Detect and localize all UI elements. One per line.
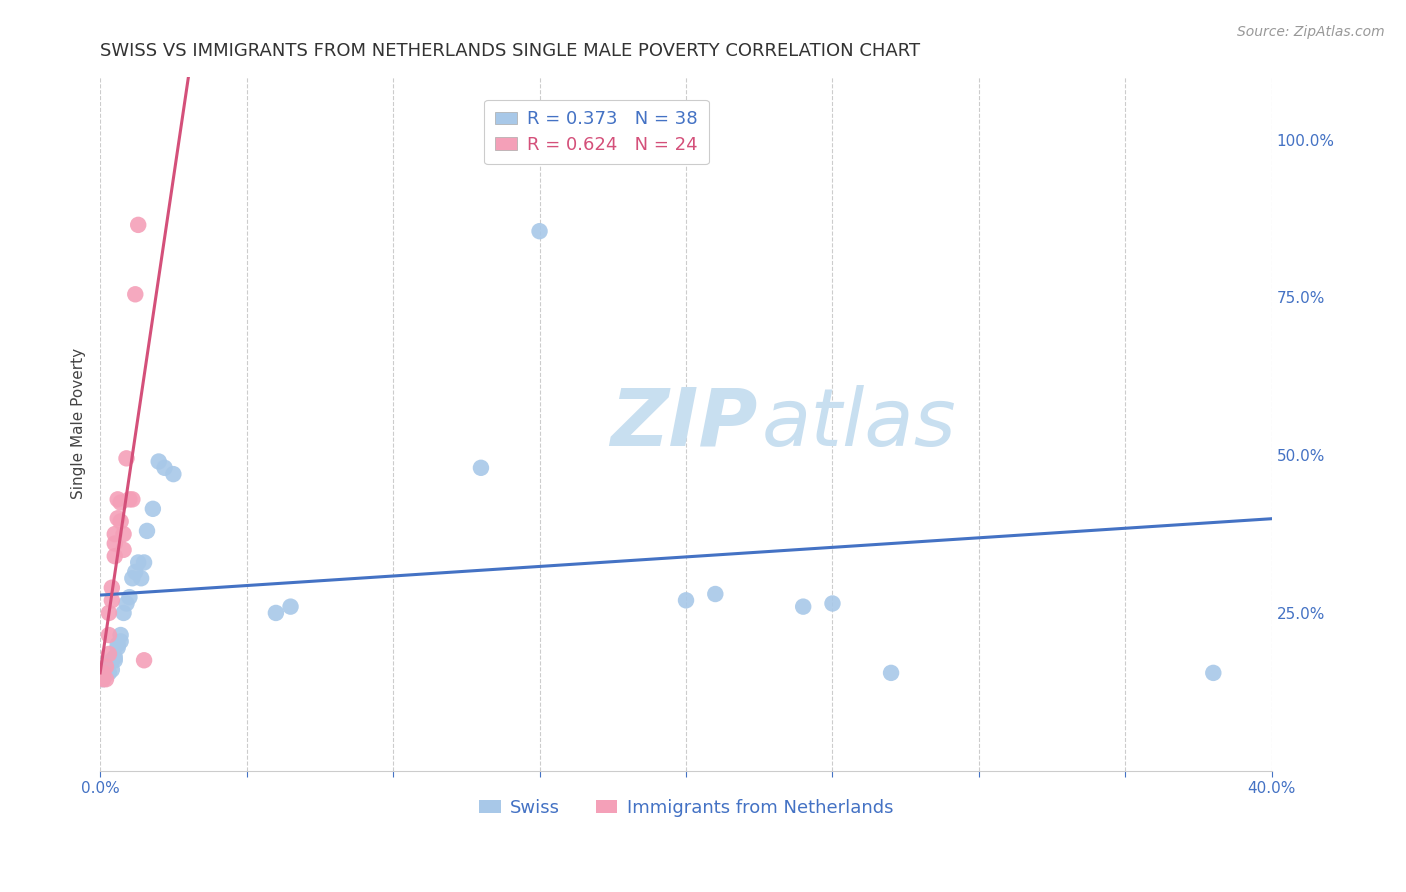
Point (821, 597, 844, 611)
Point (121, 571, 143, 585)
Point (132, 556, 155, 570)
Point (112, 527, 135, 541)
Point (112, 542, 135, 557)
Point (280, 599, 302, 614)
Point (110, 628, 132, 642)
Point (107, 638, 129, 652)
Point (127, 556, 149, 570)
Point (91, 672, 114, 686)
Point (110, 515, 132, 529)
Point (97, 657, 120, 671)
Point (121, 492, 143, 507)
Point (104, 549, 127, 563)
Point (142, 501, 165, 516)
Point (104, 536, 127, 550)
Point (129, 571, 152, 585)
Point (104, 527, 127, 541)
Point (91, 672, 114, 686)
Point (97, 606, 120, 620)
Point (91, 665, 114, 680)
Point (101, 653, 124, 667)
Point (470, 460, 492, 475)
Point (127, 218, 149, 232)
Point (94, 665, 117, 680)
Point (101, 581, 124, 595)
Point (107, 511, 129, 525)
Point (115, 451, 138, 466)
Point (675, 593, 697, 607)
Point (148, 454, 170, 468)
Point (112, 606, 135, 620)
Point (529, 224, 551, 238)
Point (97, 647, 120, 661)
Legend: Swiss, Immigrants from Netherlands: Swiss, Immigrants from Netherlands (472, 792, 900, 824)
Point (101, 663, 124, 677)
Point (101, 593, 124, 607)
Point (162, 467, 184, 482)
Point (104, 653, 127, 667)
Y-axis label: Single Male Poverty: Single Male Poverty (72, 348, 86, 500)
Point (124, 287, 146, 301)
Point (118, 492, 141, 507)
Point (97, 628, 120, 642)
Point (124, 565, 146, 579)
Point (107, 492, 129, 507)
Point (91, 665, 114, 680)
Point (264, 606, 287, 620)
Text: ZIP: ZIP (610, 384, 758, 463)
Point (118, 590, 141, 604)
Point (104, 650, 127, 665)
Text: Source: ZipAtlas.com: Source: ZipAtlas.com (1237, 25, 1385, 39)
Point (94, 672, 117, 686)
Point (1202, 665, 1225, 680)
Point (110, 495, 132, 509)
Point (94, 659, 117, 673)
Point (110, 634, 132, 648)
Point (115, 597, 138, 611)
Point (792, 599, 814, 614)
Text: atlas: atlas (762, 384, 957, 463)
Point (704, 587, 727, 601)
Point (94, 659, 117, 673)
Text: SWISS VS IMMIGRANTS FROM NETHERLANDS SINGLE MALE POVERTY CORRELATION CHART: SWISS VS IMMIGRANTS FROM NETHERLANDS SIN… (100, 42, 921, 60)
Point (558, 133, 581, 147)
Point (132, 653, 155, 667)
Point (136, 524, 159, 538)
Point (880, 665, 903, 680)
Point (107, 640, 129, 655)
Point (153, 460, 176, 475)
Point (97, 665, 120, 680)
